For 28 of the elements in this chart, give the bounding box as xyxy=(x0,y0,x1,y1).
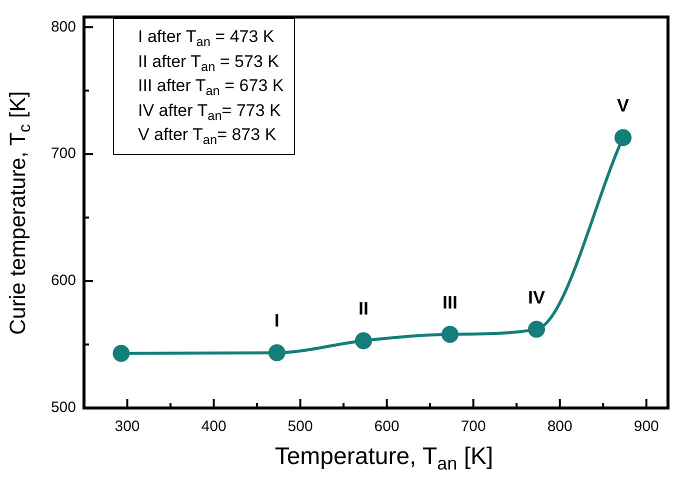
point xyxy=(268,344,286,362)
point xyxy=(112,344,130,362)
y-tick-label: 800 xyxy=(50,18,76,36)
x-axis-title: Temperature, T$_{an}$ [K] xyxy=(274,443,494,474)
y-tick-label: 700 xyxy=(50,145,76,162)
point xyxy=(614,129,632,146)
x-tick-label: 900 xyxy=(634,418,659,436)
x-tick-label: 300 xyxy=(114,418,140,436)
y-tick-label: 500 xyxy=(50,399,76,416)
annotation: I after T$_{an}$ = 473 K xyxy=(138,26,276,50)
y-tick-label: 600 xyxy=(50,272,76,290)
x-tick-label: 400 xyxy=(201,418,226,436)
point xyxy=(441,326,458,343)
annotation: V after T$_{an}$= 873 K xyxy=(138,124,278,148)
annotation: II after T$_{an}$ = 573 K xyxy=(138,50,280,74)
x-tick-label: 800 xyxy=(547,418,572,436)
annotation: II xyxy=(358,298,368,319)
point xyxy=(528,320,545,338)
annotation: IV after T$_{an}$= 773 K xyxy=(138,100,282,123)
point xyxy=(354,332,372,350)
annotation: V xyxy=(617,96,630,116)
x-tick-label: 700 xyxy=(460,418,486,436)
annotation: III xyxy=(442,292,458,312)
annotation: I xyxy=(274,310,280,331)
annotation: III after T$_{an}$ = 673 K xyxy=(138,75,284,98)
annotation: IV xyxy=(528,287,545,308)
x-tick-label: 600 xyxy=(374,418,400,436)
x-tick-label: 500 xyxy=(288,418,313,436)
